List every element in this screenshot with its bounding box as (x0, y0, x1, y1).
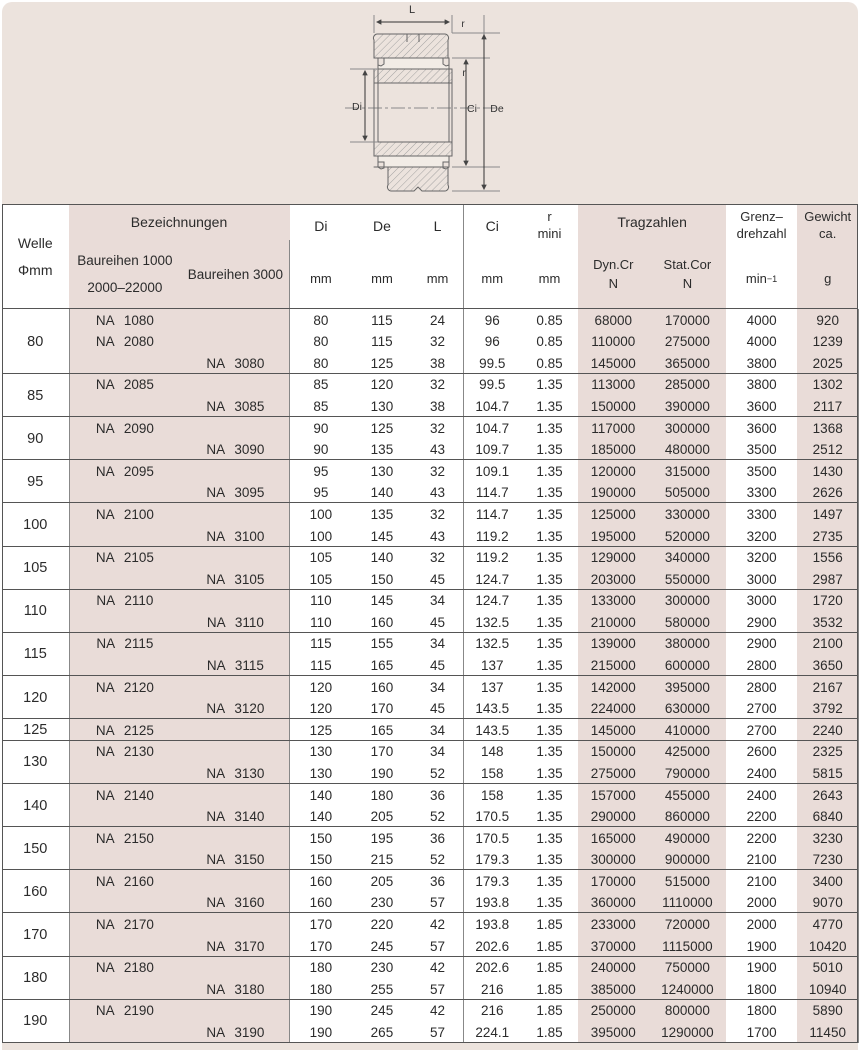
svg-text:Ci: Ci (467, 103, 477, 115)
svg-text:L: L (409, 4, 415, 16)
svg-text:r: r (461, 19, 465, 30)
svg-text:De: De (490, 103, 504, 115)
svg-text:Di: Di (352, 101, 362, 113)
